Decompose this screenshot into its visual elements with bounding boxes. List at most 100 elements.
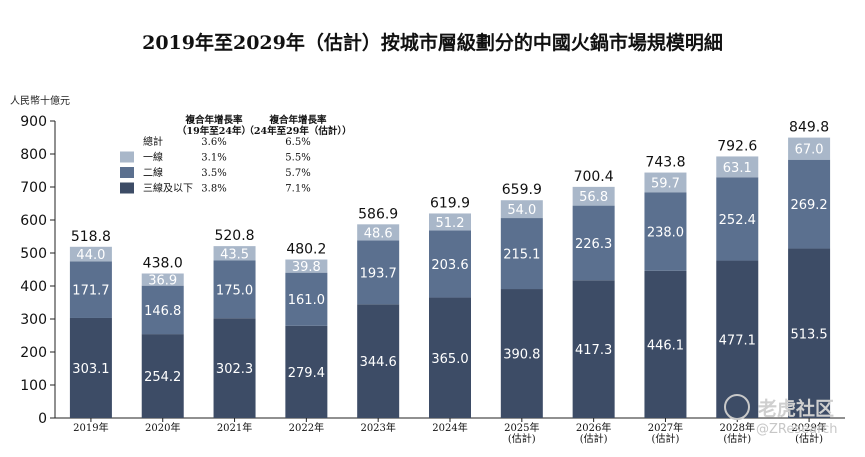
legend-col2-header: 複合年增長率 [268,114,327,126]
x-tick-label: 2029年 [791,421,826,434]
bar-value-label: 36.9 [148,274,177,289]
bar-segment [285,259,328,273]
legend-cagr2: 7.1% [285,184,310,195]
bar-value-label: 203.6 [431,258,468,273]
bar-value-label: 279.4 [288,366,325,381]
bar-value-label: 51.2 [436,216,465,231]
bar-total-label: 792.6 [717,138,757,154]
legend-label: 總計 [143,135,163,148]
bar-total-label: 659.9 [502,182,542,198]
legend-swatch [120,151,134,163]
legend-swatch [120,167,134,178]
bar-segment [429,297,471,418]
x-tick-label: 2023年 [360,421,395,434]
bar-value-label: 365.0 [431,352,468,367]
bar-total-label: 518.8 [71,229,111,245]
chart-title: 2019年至2029年（估計）按城市層級劃分的中國火鍋市場規模明細 [142,32,723,54]
legend-cagr2: 5.7% [285,168,310,179]
bar-value-label: 54.0 [507,203,536,218]
x-tick-label: 2026年 [576,421,611,434]
bar-segment [285,272,328,326]
bar-value-label: 446.1 [647,338,684,353]
bar-segment [500,289,543,418]
bar-value-label: 226.3 [575,237,612,252]
y-tick-label: 400 [20,279,47,295]
bar-value-label: 193.7 [360,266,397,281]
x-tick-label: (估計) [652,432,680,445]
legend-cagr1: 3.6% [201,137,226,148]
y-tick-label: 500 [20,246,47,262]
y-tick-label: 300 [20,312,47,328]
bar-value-label: 175.0 [216,283,253,298]
x-tick-label: (估計) [795,432,823,445]
bar-value-label: 63.1 [723,161,752,176]
x-tick-label: 2022年 [289,421,324,434]
bar-value-label: 513.5 [790,327,827,342]
bar-value-label: 215.1 [503,248,540,263]
bar-segment [788,137,831,160]
x-tick-label: 2028年 [720,421,755,434]
y-tick-label: 700 [20,180,47,196]
bar-segment [285,325,328,418]
bar-segment [429,230,471,298]
bar-segment [357,304,400,418]
legend-label: 一線 [143,151,163,164]
bar-total-label: 438.0 [143,255,183,271]
legend-label: 三線及以下 [143,182,193,195]
x-tick-label: (估計) [580,432,608,445]
x-tick-label: 2025年 [504,421,539,434]
legend-cagr2: 5.5% [285,153,310,164]
tiger-logo-icon [724,394,750,420]
bar-segment [429,213,471,231]
bar-value-label: 56.8 [579,190,608,205]
bar-total-label: 619.9 [430,195,470,211]
bar-value-label: 59.7 [651,176,680,191]
bar-segment [357,240,400,305]
legend-col1-header: （19年至24年） [177,125,251,137]
bar-segment [716,260,759,418]
bar-segment [500,200,543,219]
bar-total-label: 586.9 [358,206,398,222]
y-tick-label: 800 [20,147,47,163]
legend-cagr1: 3.1% [201,153,226,164]
bar-value-label: 302.3 [216,362,253,377]
bar-value-label: 238.0 [647,226,684,241]
watermark-handle: @ZResearch [756,422,838,437]
bar-segment [572,280,615,418]
bar-segment [572,186,615,206]
bar-segment [213,260,256,319]
y-tick-label: 600 [20,213,47,229]
bar-value-label: 39.8 [292,260,321,275]
legend-col1-header: 複合年增長率 [184,114,243,126]
bar-segment [141,334,184,418]
bar-value-label: 344.6 [360,355,397,370]
x-tick-label: 2024年 [432,421,467,434]
bar-value-label: 252.4 [719,213,756,228]
bar-value-label: 390.8 [503,348,540,363]
bar-segment [716,177,759,261]
y-tick-label: 200 [20,345,47,361]
bar-value-label: 417.3 [575,343,612,358]
bar-value-label: 254.2 [144,370,181,385]
legend-cagr1: 3.5% [201,168,226,179]
legend-col2-header: （24年至29年（估計）） [244,125,351,137]
bar-value-label: 477.1 [719,333,756,348]
x-tick-label: 2027年 [648,421,683,434]
legend-label: 二線 [143,166,163,179]
legend-cagr2: 6.5% [285,137,310,148]
legend-swatch [120,182,134,194]
x-tick-label: 2020年 [145,421,180,434]
bar-value-label: 303.1 [72,362,109,377]
bar-segment [788,159,831,249]
x-tick-label: 2019年 [73,421,108,434]
bar-value-label: 161.0 [288,293,325,308]
bar-segment [644,172,687,193]
bar-segment [644,192,687,271]
bar-segment [716,156,759,178]
y-tick-label: 100 [20,378,47,394]
bar-value-label: 146.8 [144,304,181,319]
watermark: 老虎社区 @ZResearch [724,392,864,437]
bar-segment [69,317,112,418]
bar-total-label: 480.2 [286,242,326,258]
